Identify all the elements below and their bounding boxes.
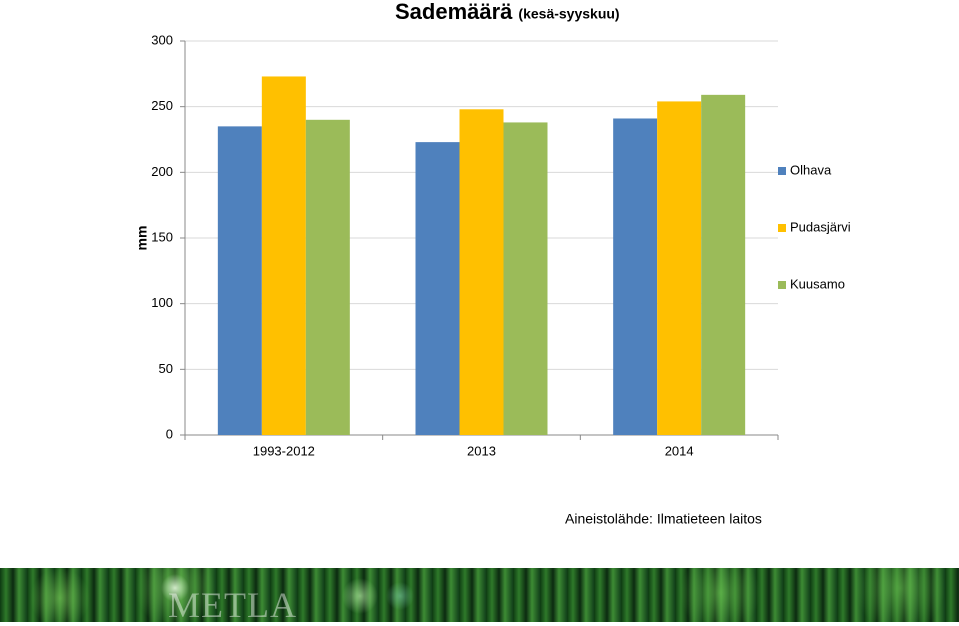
y-tick-label: 250 xyxy=(151,98,173,113)
chart: Sademäärä (kesä-syyskuu) mm Aineistolähd… xyxy=(134,0,851,527)
chart-title: Sademäärä xyxy=(395,0,513,24)
bar xyxy=(613,118,658,435)
bar xyxy=(305,119,350,436)
legend-swatch xyxy=(778,281,786,289)
x-tick-label: 2013 xyxy=(467,443,496,458)
bar xyxy=(261,76,306,436)
legend-swatch xyxy=(778,224,786,232)
y-tick-label: 200 xyxy=(151,164,173,179)
legend-label: Kuusamo xyxy=(790,276,845,291)
legend-label: Pudasjärvi xyxy=(790,219,851,234)
y-tick-label: 300 xyxy=(151,32,173,47)
x-tick-label: 2014 xyxy=(665,443,694,458)
bar xyxy=(217,126,262,435)
bar xyxy=(701,94,746,435)
y-tick-label: 150 xyxy=(151,229,173,244)
legend-label: Olhava xyxy=(790,162,832,177)
bar xyxy=(503,122,548,435)
x-tick-label: 1993-2012 xyxy=(253,443,315,458)
y-tick-label: 100 xyxy=(151,295,173,310)
chart-subtitle: (kesä-syyskuu) xyxy=(518,6,619,22)
legend-swatch xyxy=(778,167,786,175)
y-tick-label: 0 xyxy=(166,426,173,441)
source: Aineistolähde: Ilmatieteen laitos xyxy=(565,511,762,527)
bar xyxy=(657,101,702,435)
bar xyxy=(459,109,504,435)
logo: METLA xyxy=(168,585,297,625)
y-tick-label: 50 xyxy=(159,361,173,376)
footer-banner: METLA xyxy=(0,568,959,625)
y-axis-label: mm xyxy=(134,226,150,251)
bar xyxy=(415,142,460,436)
